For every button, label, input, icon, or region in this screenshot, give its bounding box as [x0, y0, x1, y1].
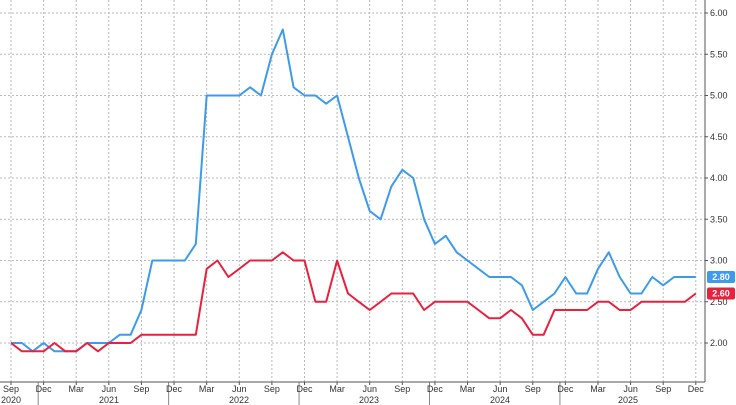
x-tick-label: Dec: [166, 384, 183, 394]
x-tick-label: Mar: [590, 384, 606, 394]
y-tick-label: 5.50: [710, 49, 728, 59]
x-tick-label: Mar: [199, 384, 215, 394]
y-tick-label: 3.00: [710, 256, 728, 266]
y-tick-label: 2.50: [710, 297, 728, 307]
x-tick-label: Sep: [394, 384, 410, 394]
x-tick-label: Dec: [688, 384, 705, 394]
x-year-label: 2020: [1, 395, 21, 405]
x-year-label: 2023: [359, 395, 379, 405]
last-value-badges: 2.80 2.60: [707, 271, 735, 300]
y-tick-label: 3.50: [710, 214, 728, 224]
series-lines: [10, 28, 697, 353]
axes: [0, 0, 708, 405]
x-tick-label: Sep: [655, 384, 671, 394]
grid: [0, 0, 705, 382]
badge-label: 2.60: [712, 289, 730, 299]
x-year-label: 2021: [99, 395, 119, 405]
x-tick-label: Dec: [296, 384, 313, 394]
x-axis-labels: Sep Dec Mar Jun Sep Dec Mar Jun Sep Dec Mar Jun Sep D…: [1, 384, 704, 405]
x-tick-label: Jun: [362, 384, 377, 394]
badge-label: 2.80: [712, 272, 730, 282]
x-year-label: 2024: [490, 395, 510, 405]
series-line-1: [10, 251, 697, 353]
badge-box: [707, 287, 735, 300]
y-tick-label: 6.00: [710, 8, 728, 18]
x-tick-label: Dec: [36, 384, 53, 394]
y-tick-label: 2.00: [710, 338, 728, 348]
y-tick-label: 4.50: [710, 132, 728, 142]
y-tick-label: 4.00: [710, 173, 728, 183]
last-value-badge-1: 2.60: [707, 287, 735, 300]
x-tick-label: Sep: [525, 384, 541, 394]
x-year-label: 2025: [618, 395, 638, 405]
x-tick-label: Mar: [68, 384, 84, 394]
badge-box: [707, 271, 735, 283]
x-tick-label: Dec: [557, 384, 574, 394]
x-tick-label: Mar: [329, 384, 345, 394]
x-tick-label: Sep: [133, 384, 149, 394]
x-tick-label: Jun: [623, 384, 638, 394]
last-value-badge-0: 2.80: [707, 271, 735, 283]
y-axis-labels: 2.00 2.50 3.00 3.50 4.00 4.50 5.00 5.50 6.00: [710, 8, 728, 348]
x-tick-label: Jun: [102, 384, 117, 394]
series-line-0: [11, 28, 696, 353]
x-tick-label: Sep: [3, 384, 19, 394]
x-tick-label: Dec: [427, 384, 444, 394]
x-tick-label: Mar: [460, 384, 476, 394]
y-tick-label: 5.00: [710, 91, 728, 101]
x-tick-label: Jun: [493, 384, 508, 394]
x-tick-label: Jun: [232, 384, 247, 394]
x-year-label: 2022: [229, 395, 249, 405]
x-tick-label: Sep: [264, 384, 280, 394]
